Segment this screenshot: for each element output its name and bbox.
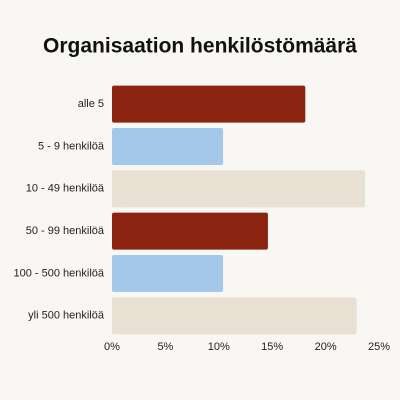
y-tick-label: 5 - 9 henkilöä <box>38 140 105 152</box>
y-tick-label: yli 500 henkilöä <box>28 310 105 322</box>
x-tick-label: 15% <box>261 341 283 353</box>
bar <box>112 170 366 208</box>
y-tick-label: 50 - 99 henkilöä <box>26 225 105 237</box>
x-tick-label: 25% <box>368 341 390 353</box>
x-tick-label: 5% <box>157 341 173 353</box>
x-tick-label: 20% <box>315 341 337 353</box>
y-tick-label: 10 - 49 henkilöä <box>26 183 105 195</box>
bar <box>112 212 268 250</box>
y-tick-label: alle 5 <box>78 98 104 110</box>
bar <box>112 297 357 335</box>
x-tick-label: 0% <box>104 341 120 353</box>
bar <box>112 255 224 292</box>
y-tick-label: 100 - 500 henkilöä <box>13 267 104 279</box>
bar <box>112 128 224 165</box>
bar <box>112 85 306 123</box>
chart-title: Organisaation henkilöstömäärä <box>43 35 357 58</box>
x-tick-label: 10% <box>208 341 230 353</box>
